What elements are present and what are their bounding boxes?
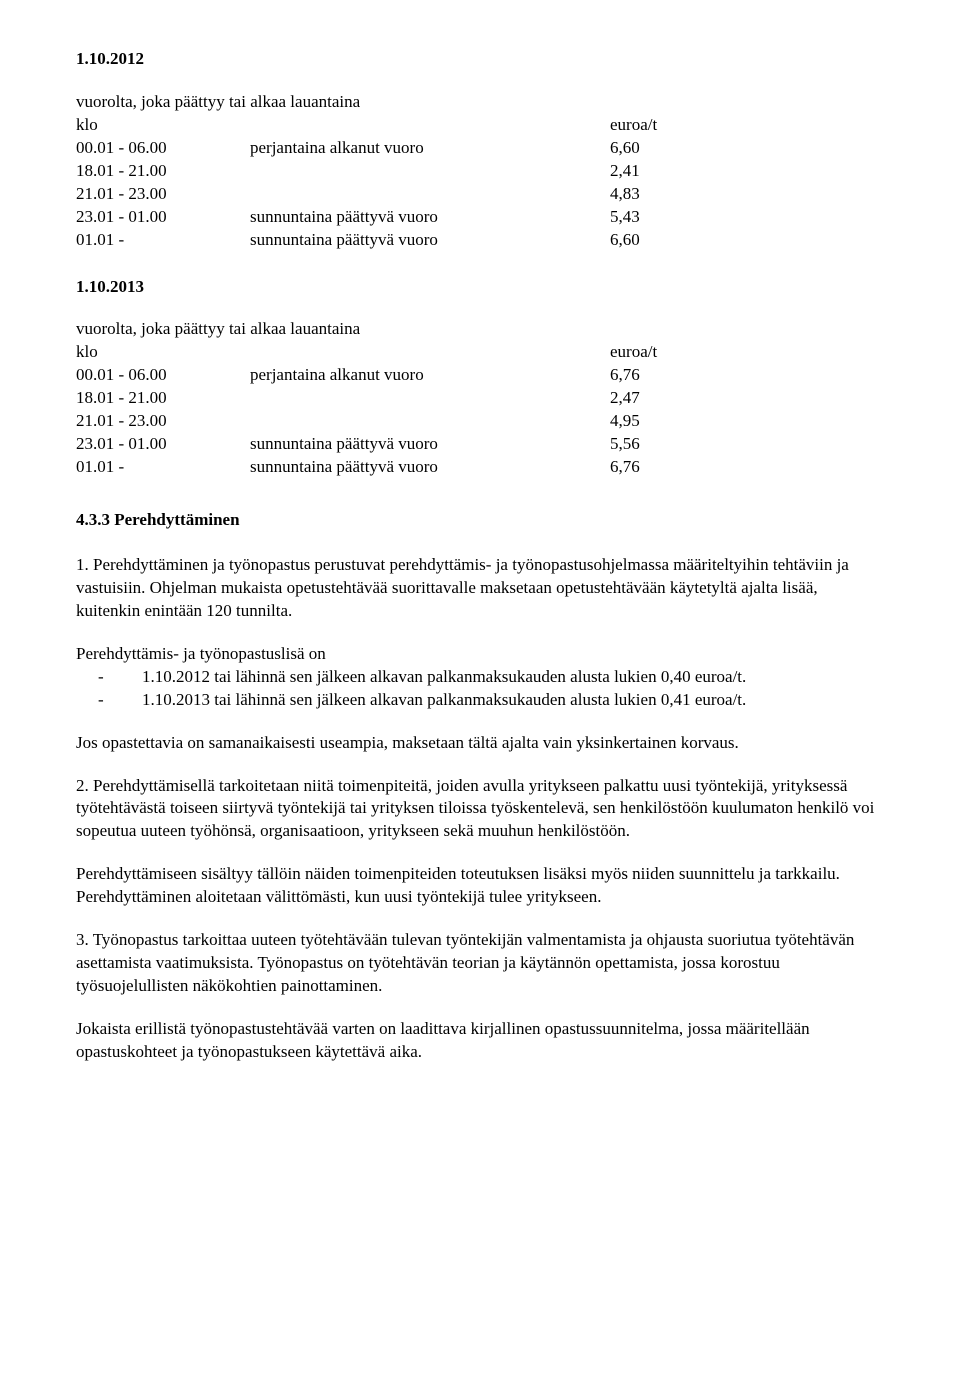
- para-1: 1. Perehdyttäminen ja työnopastus perust…: [76, 554, 884, 623]
- table-row: 23.01 - 01.00 sunnuntaina päättyvä vuoro…: [76, 206, 657, 229]
- para-6: 3. Työnopastus tarkoittaa uuteen työteht…: [76, 929, 884, 998]
- list-text: 1.10.2012 tai lähinnä sen jälkeen alkava…: [142, 666, 884, 689]
- cell: sunnuntaina päättyvä vuoro: [250, 206, 610, 229]
- cell: 00.01 - 06.00: [76, 137, 250, 160]
- cell: 6,60: [610, 137, 657, 160]
- para-3: Jos opastettavia on samanaikaisesti usea…: [76, 732, 884, 755]
- cell: 23.01 - 01.00: [76, 206, 250, 229]
- table-2013: klo euroa/t 00.01 - 06.00 perjantaina al…: [76, 341, 657, 479]
- table-header: klo euroa/t: [76, 114, 657, 137]
- intro-2012: vuorolta, joka päättyy tai alkaa lauanta…: [76, 91, 884, 114]
- cell: 5,43: [610, 206, 657, 229]
- table-2012: klo euroa/t 00.01 - 06.00 perjantaina al…: [76, 114, 657, 252]
- cell: 4,95: [610, 410, 657, 433]
- cell: 5,56: [610, 433, 657, 456]
- cell: [250, 387, 610, 410]
- dash-icon: -: [76, 666, 142, 689]
- table-header: klo euroa/t: [76, 341, 657, 364]
- cell: 21.01 - 23.00: [76, 183, 250, 206]
- cell: 01.01 -: [76, 456, 250, 479]
- list-item: - 1.10.2012 tai lähinnä sen jälkeen alka…: [76, 666, 884, 689]
- cell: 6,76: [610, 364, 657, 387]
- para-2: Perehdyttämis- ja työnopastuslisä on: [76, 643, 884, 666]
- table-row: 00.01 - 06.00 perjantaina alkanut vuoro …: [76, 364, 657, 387]
- cell: sunnuntaina päättyvä vuoro: [250, 456, 610, 479]
- table-row: 01.01 - sunnuntaina päättyvä vuoro 6,76: [76, 456, 657, 479]
- intro-2013: vuorolta, joka päättyy tai alkaa lauanta…: [76, 318, 884, 341]
- list-item: - 1.10.2013 tai lähinnä sen jälkeen alka…: [76, 689, 884, 712]
- th-empty: [250, 341, 610, 364]
- table-row: 01.01 - sunnuntaina päättyvä vuoro 6,60: [76, 229, 657, 252]
- cell: perjantaina alkanut vuoro: [250, 137, 610, 160]
- th-empty: [250, 114, 610, 137]
- spacer: [76, 71, 884, 91]
- table-row: 18.01 - 21.00 2,47: [76, 387, 657, 410]
- table-row: 18.01 - 21.00 2,41: [76, 160, 657, 183]
- table-row: 21.01 - 23.00 4,83: [76, 183, 657, 206]
- date-2012: 1.10.2012: [76, 48, 884, 71]
- cell: 2,41: [610, 160, 657, 183]
- para-5: Perehdyttämiseen sisältyy tällöin näiden…: [76, 863, 884, 909]
- table-row: 21.01 - 23.00 4,95: [76, 410, 657, 433]
- th-euroa: euroa/t: [610, 114, 657, 137]
- cell: sunnuntaina päättyvä vuoro: [250, 433, 610, 456]
- spacer: [76, 298, 884, 318]
- cell: [250, 183, 610, 206]
- cell: 18.01 - 21.00: [76, 160, 250, 183]
- cell: 6,76: [610, 456, 657, 479]
- cell: 4,83: [610, 183, 657, 206]
- cell: 23.01 - 01.00: [76, 433, 250, 456]
- heading-433: 4.3.3 Perehdyttäminen: [76, 509, 884, 532]
- th-euroa: euroa/t: [610, 341, 657, 364]
- dash-icon: -: [76, 689, 142, 712]
- cell: 6,60: [610, 229, 657, 252]
- cell: 01.01 -: [76, 229, 250, 252]
- cell: 00.01 - 06.00: [76, 364, 250, 387]
- table-row: 23.01 - 01.00 sunnuntaina päättyvä vuoro…: [76, 433, 657, 456]
- para-4: 2. Perehdyttämisellä tarkoitetaan niitä …: [76, 775, 884, 844]
- cell: sunnuntaina päättyvä vuoro: [250, 229, 610, 252]
- cell: 18.01 - 21.00: [76, 387, 250, 410]
- th-klo: klo: [76, 341, 250, 364]
- table-row: 00.01 - 06.00 perjantaina alkanut vuoro …: [76, 137, 657, 160]
- cell: 21.01 - 23.00: [76, 410, 250, 433]
- bullet-list: - 1.10.2012 tai lähinnä sen jälkeen alka…: [76, 666, 884, 712]
- para-7: Jokaista erillistä työnopastustehtävää v…: [76, 1018, 884, 1064]
- cell: [250, 160, 610, 183]
- date-2013: 1.10.2013: [76, 276, 884, 299]
- cell: perjantaina alkanut vuoro: [250, 364, 610, 387]
- th-klo: klo: [76, 114, 250, 137]
- list-text: 1.10.2013 tai lähinnä sen jälkeen alkava…: [142, 689, 884, 712]
- cell: 2,47: [610, 387, 657, 410]
- cell: [250, 410, 610, 433]
